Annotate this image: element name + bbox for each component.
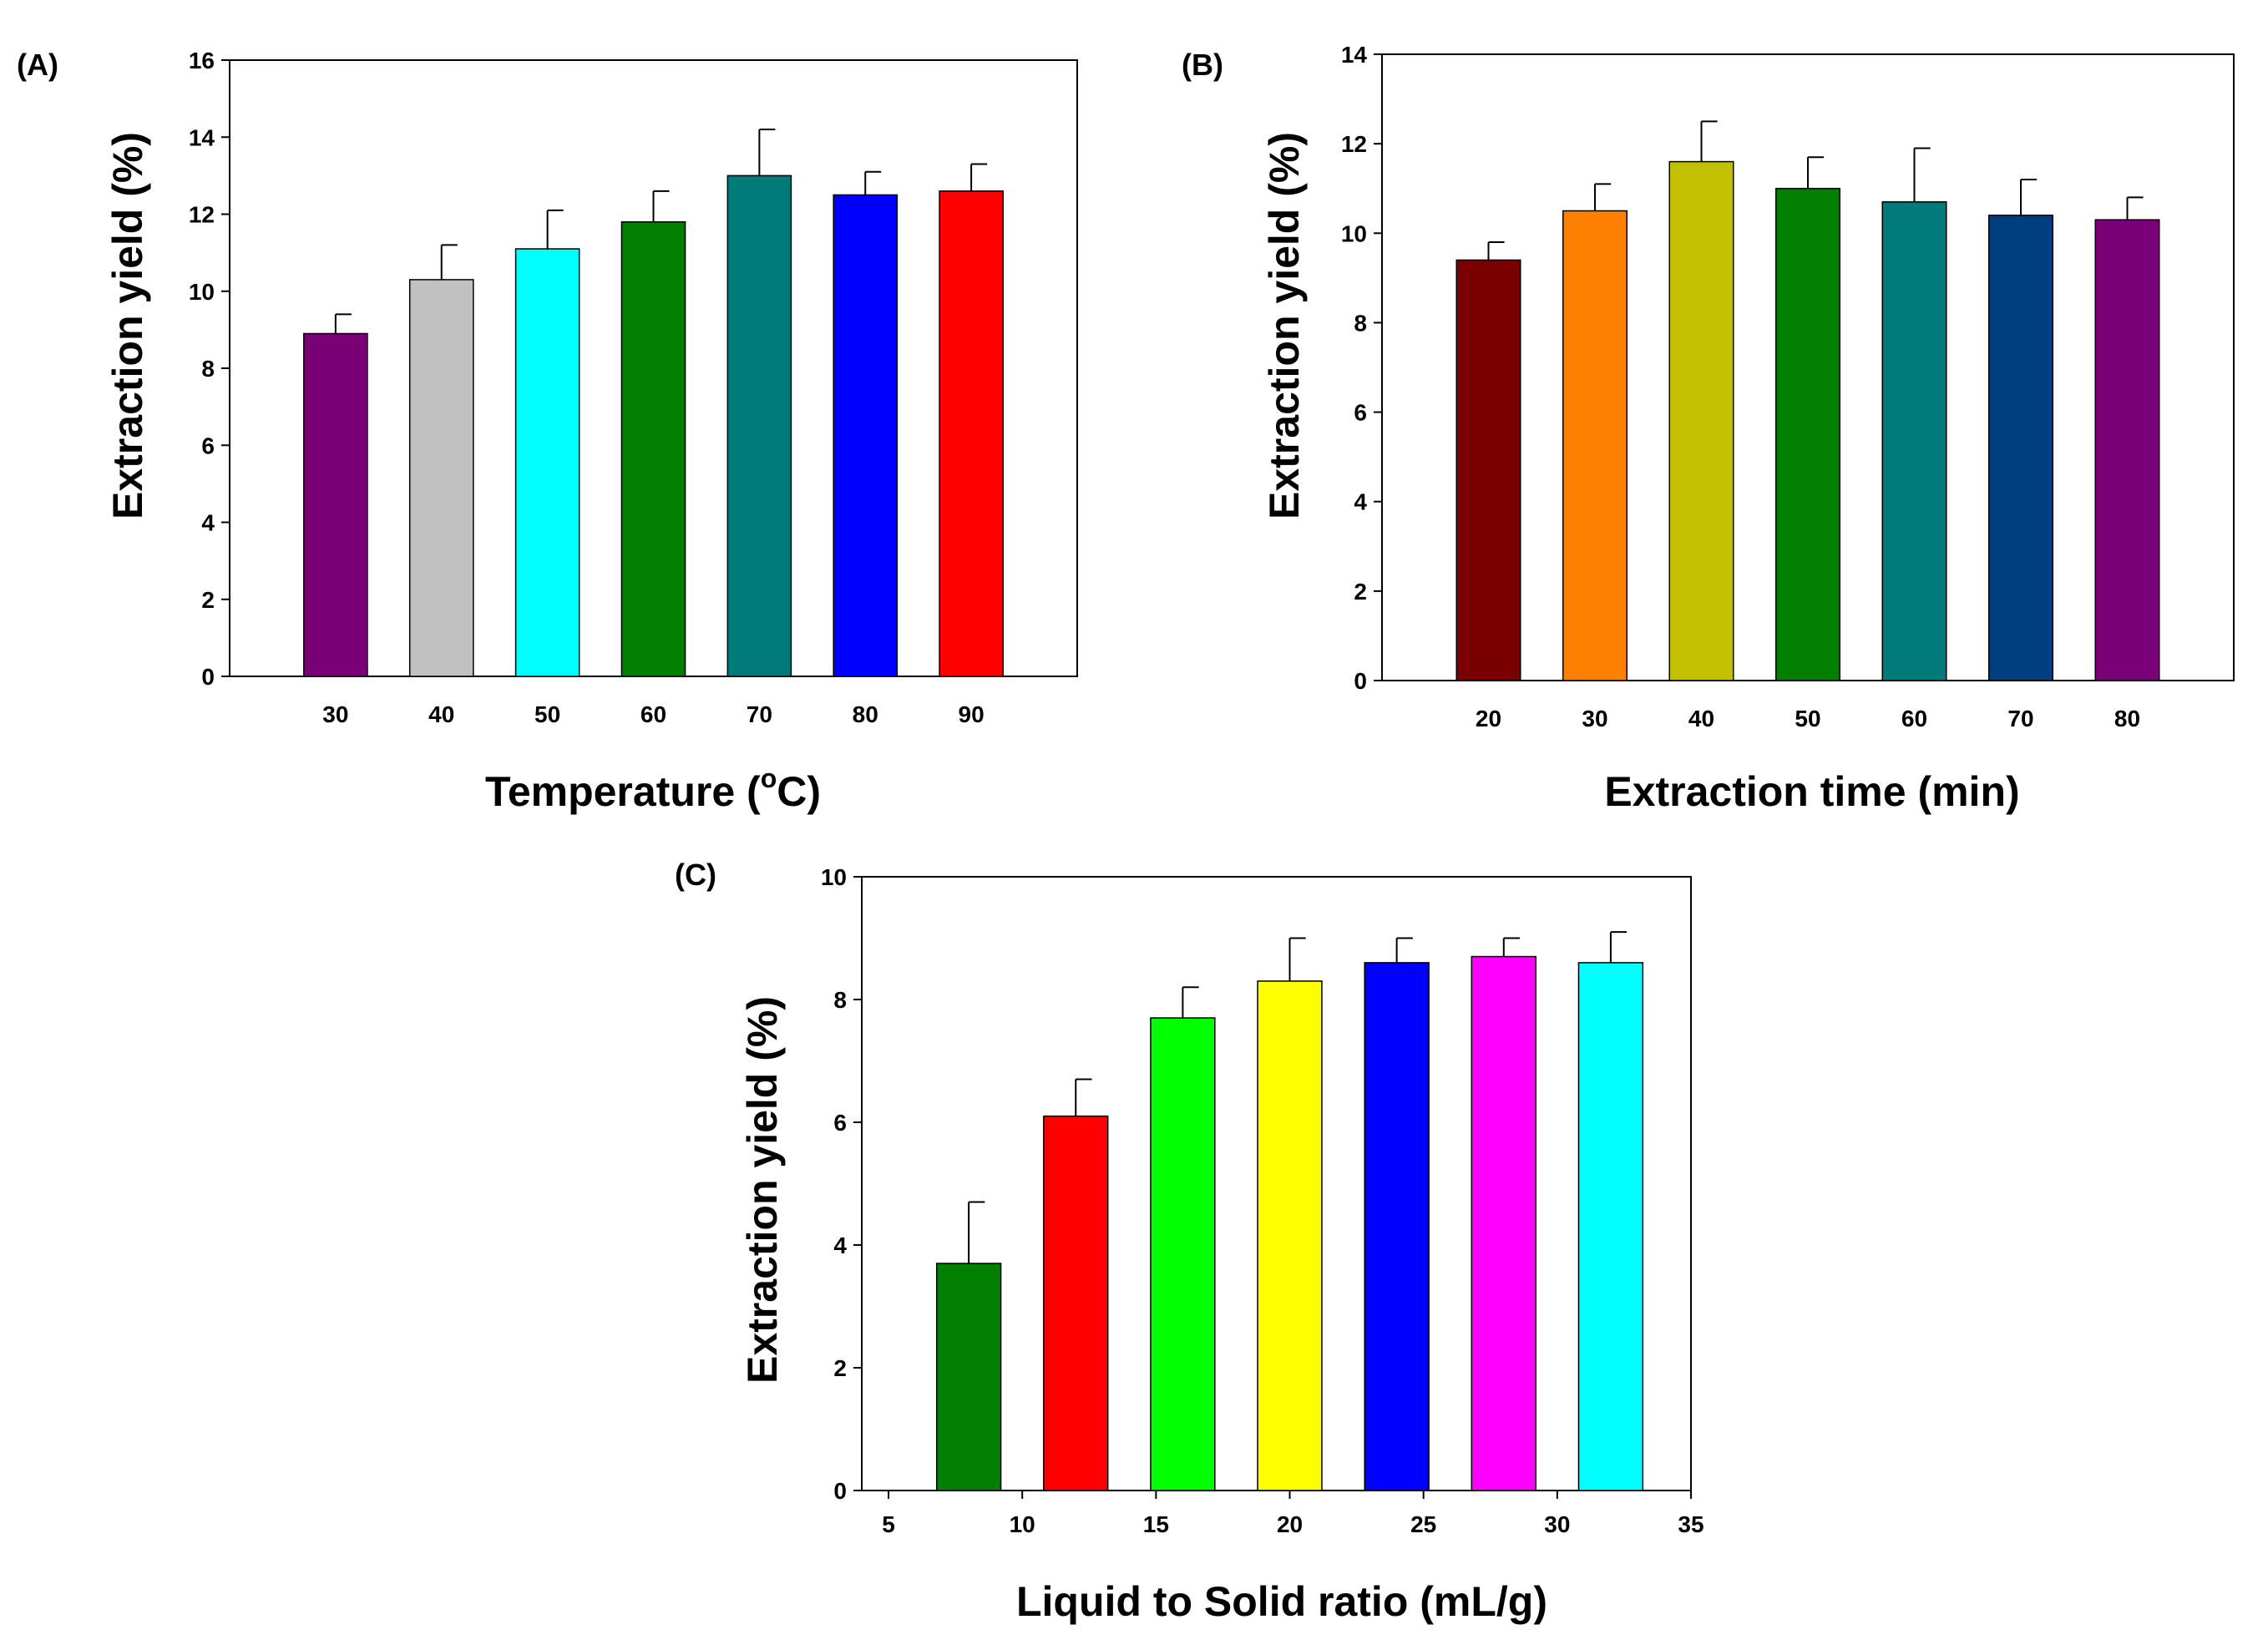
panel-c-bar bbox=[935, 1263, 1002, 1491]
panel-c: 0 2 4 6 8 10 5 10 15 20 25 30 35 bbox=[821, 864, 1704, 1537]
panel-a-x-tick-label: 80 bbox=[853, 701, 878, 727]
panel-a-y-tick-label: 8 bbox=[201, 356, 215, 382]
panel-a-x-tick-label: 90 bbox=[959, 701, 985, 727]
panel-c-x-tick-label: 5 bbox=[882, 1511, 895, 1537]
panel-c-x-tick-label: 25 bbox=[1410, 1511, 1436, 1537]
panel-a-x-tick-label: 60 bbox=[640, 701, 666, 727]
panel-a-y-tick-label: 10 bbox=[189, 279, 215, 305]
panel-b-x-axis-title: Extraction time (min) bbox=[1604, 768, 2019, 815]
panel-a-bar bbox=[939, 190, 1004, 677]
panel-b-label: (B) bbox=[1182, 48, 1223, 82]
panel-b-y-tick-label: 12 bbox=[1341, 131, 1367, 157]
panel-b-y-tick-label: 2 bbox=[1354, 579, 1367, 605]
panel-c-bar bbox=[1471, 955, 1536, 1491]
panel-a-bar bbox=[303, 332, 368, 677]
panel-a-y-tick-label: 0 bbox=[201, 664, 215, 690]
panel-b-y-tick-label: 6 bbox=[1354, 400, 1367, 426]
panel-b-bar bbox=[1668, 160, 1734, 681]
panel-a-x-tick-label: 50 bbox=[534, 701, 560, 727]
panel-a-x-tick-label: 40 bbox=[428, 701, 454, 727]
panel-c-bar bbox=[1150, 1017, 1216, 1491]
panel-a-bar bbox=[726, 175, 792, 677]
panel-b-x-tick-label: 20 bbox=[1476, 706, 1501, 731]
panel-c-y-tick-label: 4 bbox=[833, 1232, 847, 1258]
panel-b-y-tick-label: 10 bbox=[1341, 220, 1367, 246]
panel-b-bar bbox=[1881, 201, 1947, 681]
panel-c-y-tick-label: 6 bbox=[833, 1110, 847, 1136]
panel-a-y-axis-title: Extraction yield (%) bbox=[104, 132, 151, 519]
panel-c-label: (C) bbox=[675, 858, 716, 892]
panel-c-x-tick-label: 30 bbox=[1544, 1511, 1570, 1537]
panel-a-y-tick-label: 12 bbox=[189, 202, 215, 228]
panel-b-x-tick-label: 40 bbox=[1688, 706, 1714, 731]
panel-b-bar bbox=[1988, 215, 2053, 681]
panel-b-x-tick-label: 70 bbox=[2007, 706, 2033, 731]
panel-b-y-tick-label: 14 bbox=[1341, 42, 1368, 68]
panel-c-y-tick-label: 0 bbox=[833, 1478, 847, 1504]
panel-a-y-tick-label: 14 bbox=[189, 124, 215, 150]
panel-b: 0 2 4 6 8 10 12 14 20 30 40 50 60 70 80 bbox=[1341, 42, 2235, 731]
panel-a-y-tick-label: 6 bbox=[201, 433, 215, 458]
panel-b-bar bbox=[1775, 187, 1840, 681]
panel-b-bar bbox=[2094, 219, 2160, 681]
panel-c-x-tick-label: 10 bbox=[1010, 1511, 1035, 1537]
panel-c-x-tick-label: 15 bbox=[1143, 1511, 1169, 1537]
panel-b-y-axis-title: Extraction yield (%) bbox=[1261, 132, 1308, 519]
panel-b-x-tick-label: 60 bbox=[1901, 706, 1927, 731]
panel-c-bar bbox=[1257, 980, 1323, 1491]
panel-b-x-tick-label: 30 bbox=[1582, 706, 1607, 731]
panel-a: 0 2 4 6 8 10 12 14 16 30 40 50 60 70 80 90 bbox=[189, 48, 1078, 727]
panel-a-y-tick-label: 4 bbox=[201, 510, 215, 536]
panel-c-y-tick-label: 2 bbox=[833, 1355, 847, 1381]
panel-a-x-axis-title: Temperature (oC) bbox=[485, 763, 821, 815]
panel-c-x-axis-title: Liquid to Solid ratio (mL/g) bbox=[1016, 1578, 1547, 1625]
panel-c-y-tick-label: 10 bbox=[821, 864, 847, 890]
panel-a-bar bbox=[514, 248, 580, 677]
panel-a-bar bbox=[408, 279, 474, 677]
panel-a-label: (A) bbox=[17, 48, 58, 82]
panel-a-y-tick-label: 2 bbox=[201, 587, 215, 613]
panel-b-y-tick-label: 4 bbox=[1354, 489, 1367, 515]
panel-c-y-axis-title: Extraction yield (%) bbox=[739, 996, 786, 1384]
panel-a-y-tick-label: 16 bbox=[189, 48, 215, 73]
panel-c-x-tick-label: 20 bbox=[1277, 1511, 1303, 1537]
panel-b-bar bbox=[1455, 259, 1521, 681]
panel-b-y-tick-label: 8 bbox=[1354, 310, 1367, 336]
panel-c-y-tick-label: 8 bbox=[833, 987, 847, 1013]
panel-c-bar bbox=[1577, 962, 1644, 1491]
panel-c-bar bbox=[1043, 1115, 1109, 1491]
panel-b-x-tick-label: 80 bbox=[2114, 706, 2140, 731]
panel-a-x-tick-label: 30 bbox=[322, 701, 348, 727]
panel-a-bar bbox=[833, 194, 899, 677]
panel-a-x-tick-label: 70 bbox=[747, 701, 772, 727]
panel-b-x-tick-label: 50 bbox=[1795, 706, 1820, 731]
panel-c-x-tick-label: 35 bbox=[1678, 1511, 1704, 1537]
panel-c-bar bbox=[1364, 962, 1430, 1491]
panel-b-y-tick-label: 0 bbox=[1354, 668, 1367, 694]
panel-b-bar bbox=[1562, 210, 1628, 681]
panel-a-bar bbox=[620, 220, 686, 677]
